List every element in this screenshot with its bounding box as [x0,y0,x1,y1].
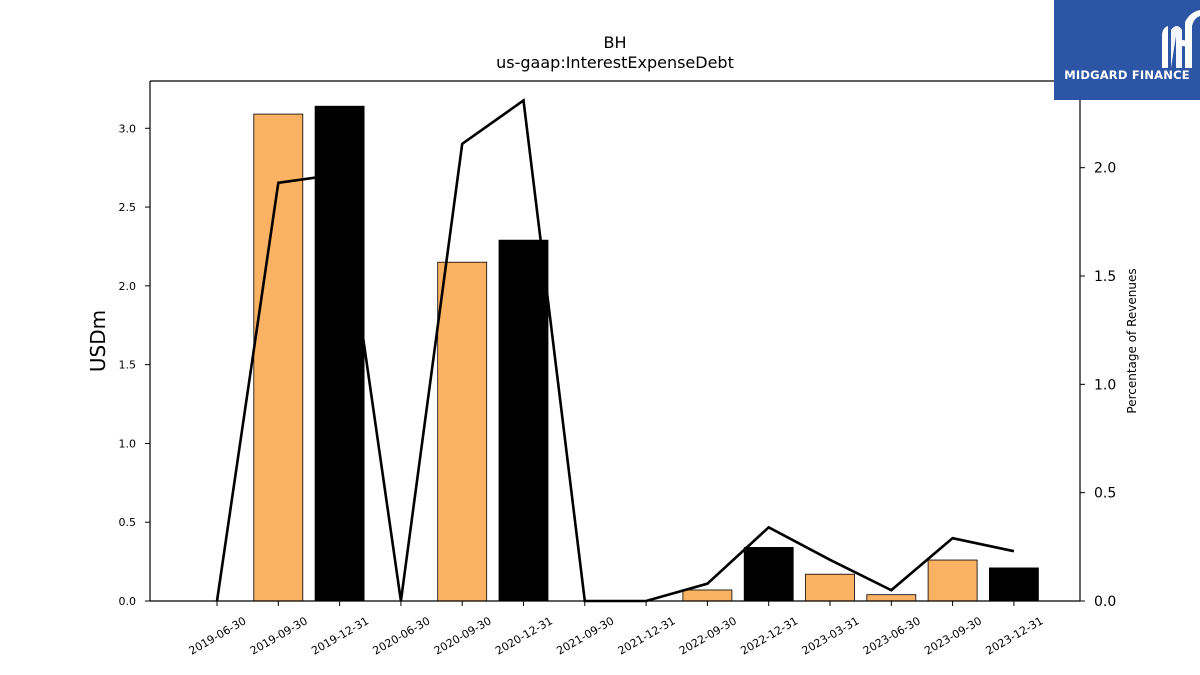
bar-2022-12-31 [743,547,794,602]
x-tick-label: 2019-09-30 [248,614,310,657]
chart-title: BH [603,33,626,52]
y-tick-label: 2.5 [119,201,137,214]
plot-frame [149,80,1081,602]
y-axis: 0.0 0.5 1.0 1.5 2.0 2.5 3.0 [119,122,150,608]
chart-subtitle: us-gaap:InterestExpenseDebt [496,53,734,72]
x-tick-label: 2019-06-30 [187,614,249,657]
y2-tick-label: 0.5 [1094,486,1116,502]
x-tick-label: 2023-06-30 [861,614,923,657]
bar-2019-09-30 [253,113,304,602]
midgard-logo-icon [1162,10,1200,68]
x-tick-label: 2023-03-31 [800,614,862,657]
bar-2023-06-30 [866,594,917,602]
x-tick-label: 2023-12-31 [984,614,1046,657]
bar-2023-12-31 [989,567,1039,602]
bar-2019-12-31 [314,105,365,602]
bars-group [253,105,1039,602]
y2-axis: 0.0 0.5 1.0 1.5 2.0 [1080,161,1116,610]
bar-2020-09-30 [437,261,488,602]
bar-2023-03-31 [805,573,855,602]
x-tick-label: 2020-06-30 [371,614,433,657]
x-tick-label: 2022-09-30 [677,614,739,657]
y-tick-label: 0.5 [119,516,137,529]
bar-2023-09-30 [927,559,978,602]
bar-2022-09-30 [682,589,733,602]
logo-text: MIDGARD FINANCE [1064,68,1190,82]
x-tick-label: 2023-09-30 [922,614,984,657]
x-axis: 2019-06-30 2019-09-30 2019-12-31 2020-06-30… [187,601,1046,658]
x-tick-label: 2020-09-30 [432,614,494,657]
x-tick-label: 2021-12-31 [616,614,678,657]
y2-axis-label: Percentage of Revenues [1125,268,1139,413]
y2-tick-label: 2.0 [1094,161,1116,177]
x-tick-label: 2019-12-31 [309,614,371,657]
y-tick-label: 1.5 [119,359,137,372]
y-tick-label: 0.0 [119,595,137,608]
y2-tick-label: 1.5 [1094,269,1116,285]
x-tick-label: 2022-12-31 [738,614,800,657]
y-tick-label: 3.0 [119,122,137,135]
y-tick-label: 1.0 [119,437,137,450]
x-tick-label: 2020-12-31 [493,614,555,657]
y-axis-label: USDm [86,310,110,372]
bar-2020-12-31 [498,239,549,602]
y-tick-label: 2.0 [119,280,137,293]
y2-tick-label: 1.0 [1094,377,1116,393]
y2-tick-label: 0.0 [1094,594,1116,610]
midgard-finance-logo: MIDGARD FINANCE [1054,0,1200,100]
x-tick-label: 2021-09-30 [554,614,616,657]
